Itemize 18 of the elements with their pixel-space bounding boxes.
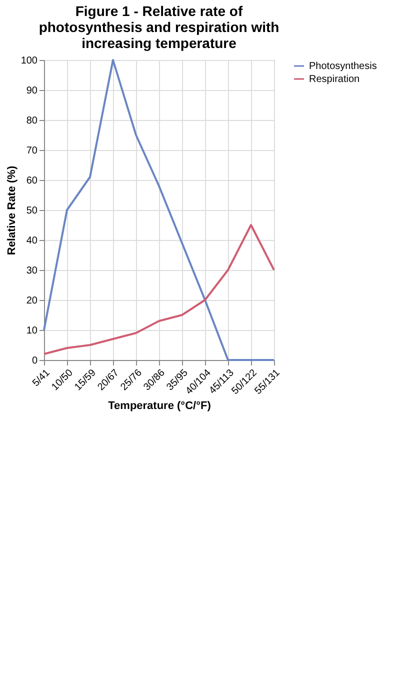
y-tick-label: 50 (26, 206, 38, 216)
y-tick-label: 100 (20, 56, 38, 66)
legend-label: Photosynthesis (309, 61, 377, 72)
y-tick-label: 70 (26, 146, 38, 156)
legend-label: Respiration (309, 74, 360, 85)
y-tick-label: 60 (26, 176, 38, 186)
x-tick-label: 5/41 (30, 367, 53, 390)
y-tick-label: 40 (26, 236, 38, 246)
y-tick-label: 0 (32, 356, 38, 366)
y-tick-label: 20 (26, 296, 38, 306)
y-tick-label: 80 (26, 116, 38, 126)
y-tick-label: 30 (26, 266, 38, 276)
chart-title: Figure 1 - Relative rate of photosynthesis and respiration with increasing temperature (38, 3, 280, 51)
x-axis-title: Temperature (°C/°F) (108, 400, 212, 412)
y-tick-label: 90 (26, 86, 38, 96)
line-series (43, 224, 275, 355)
y-tick-label: 10 (26, 326, 38, 336)
y-axis-title: Relative Rate (%) (6, 166, 18, 256)
